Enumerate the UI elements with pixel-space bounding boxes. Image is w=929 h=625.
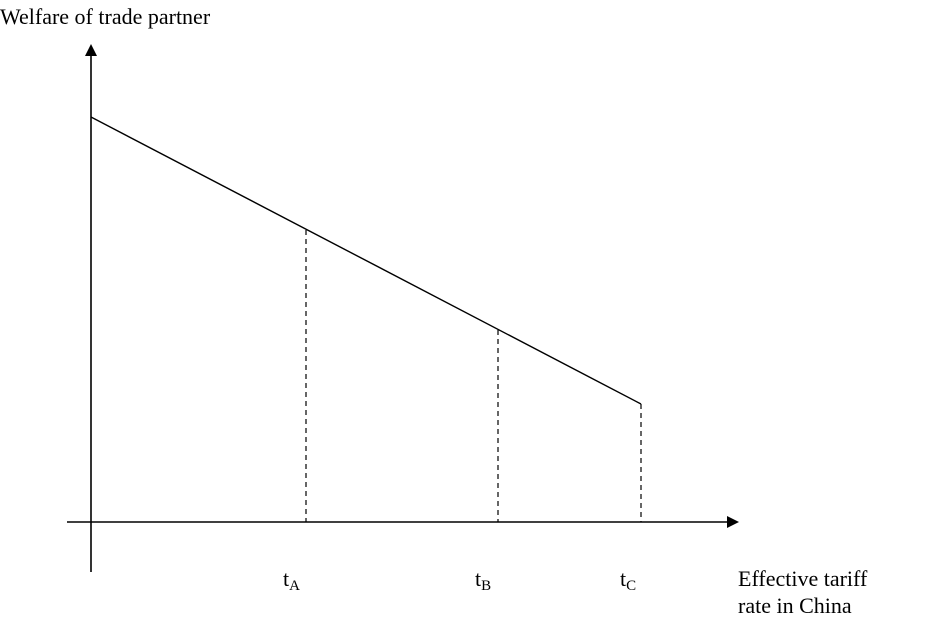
x-axis-label: rate in China [738, 593, 852, 618]
tick-label: tA [283, 566, 300, 594]
tick-label: tB [475, 566, 491, 594]
y-axis-label: Welfare of trade partner [0, 4, 211, 29]
welfare-line [90, 116, 642, 405]
tick-label: tC [620, 566, 636, 594]
x-axis-label: Effective tariff [738, 566, 868, 591]
